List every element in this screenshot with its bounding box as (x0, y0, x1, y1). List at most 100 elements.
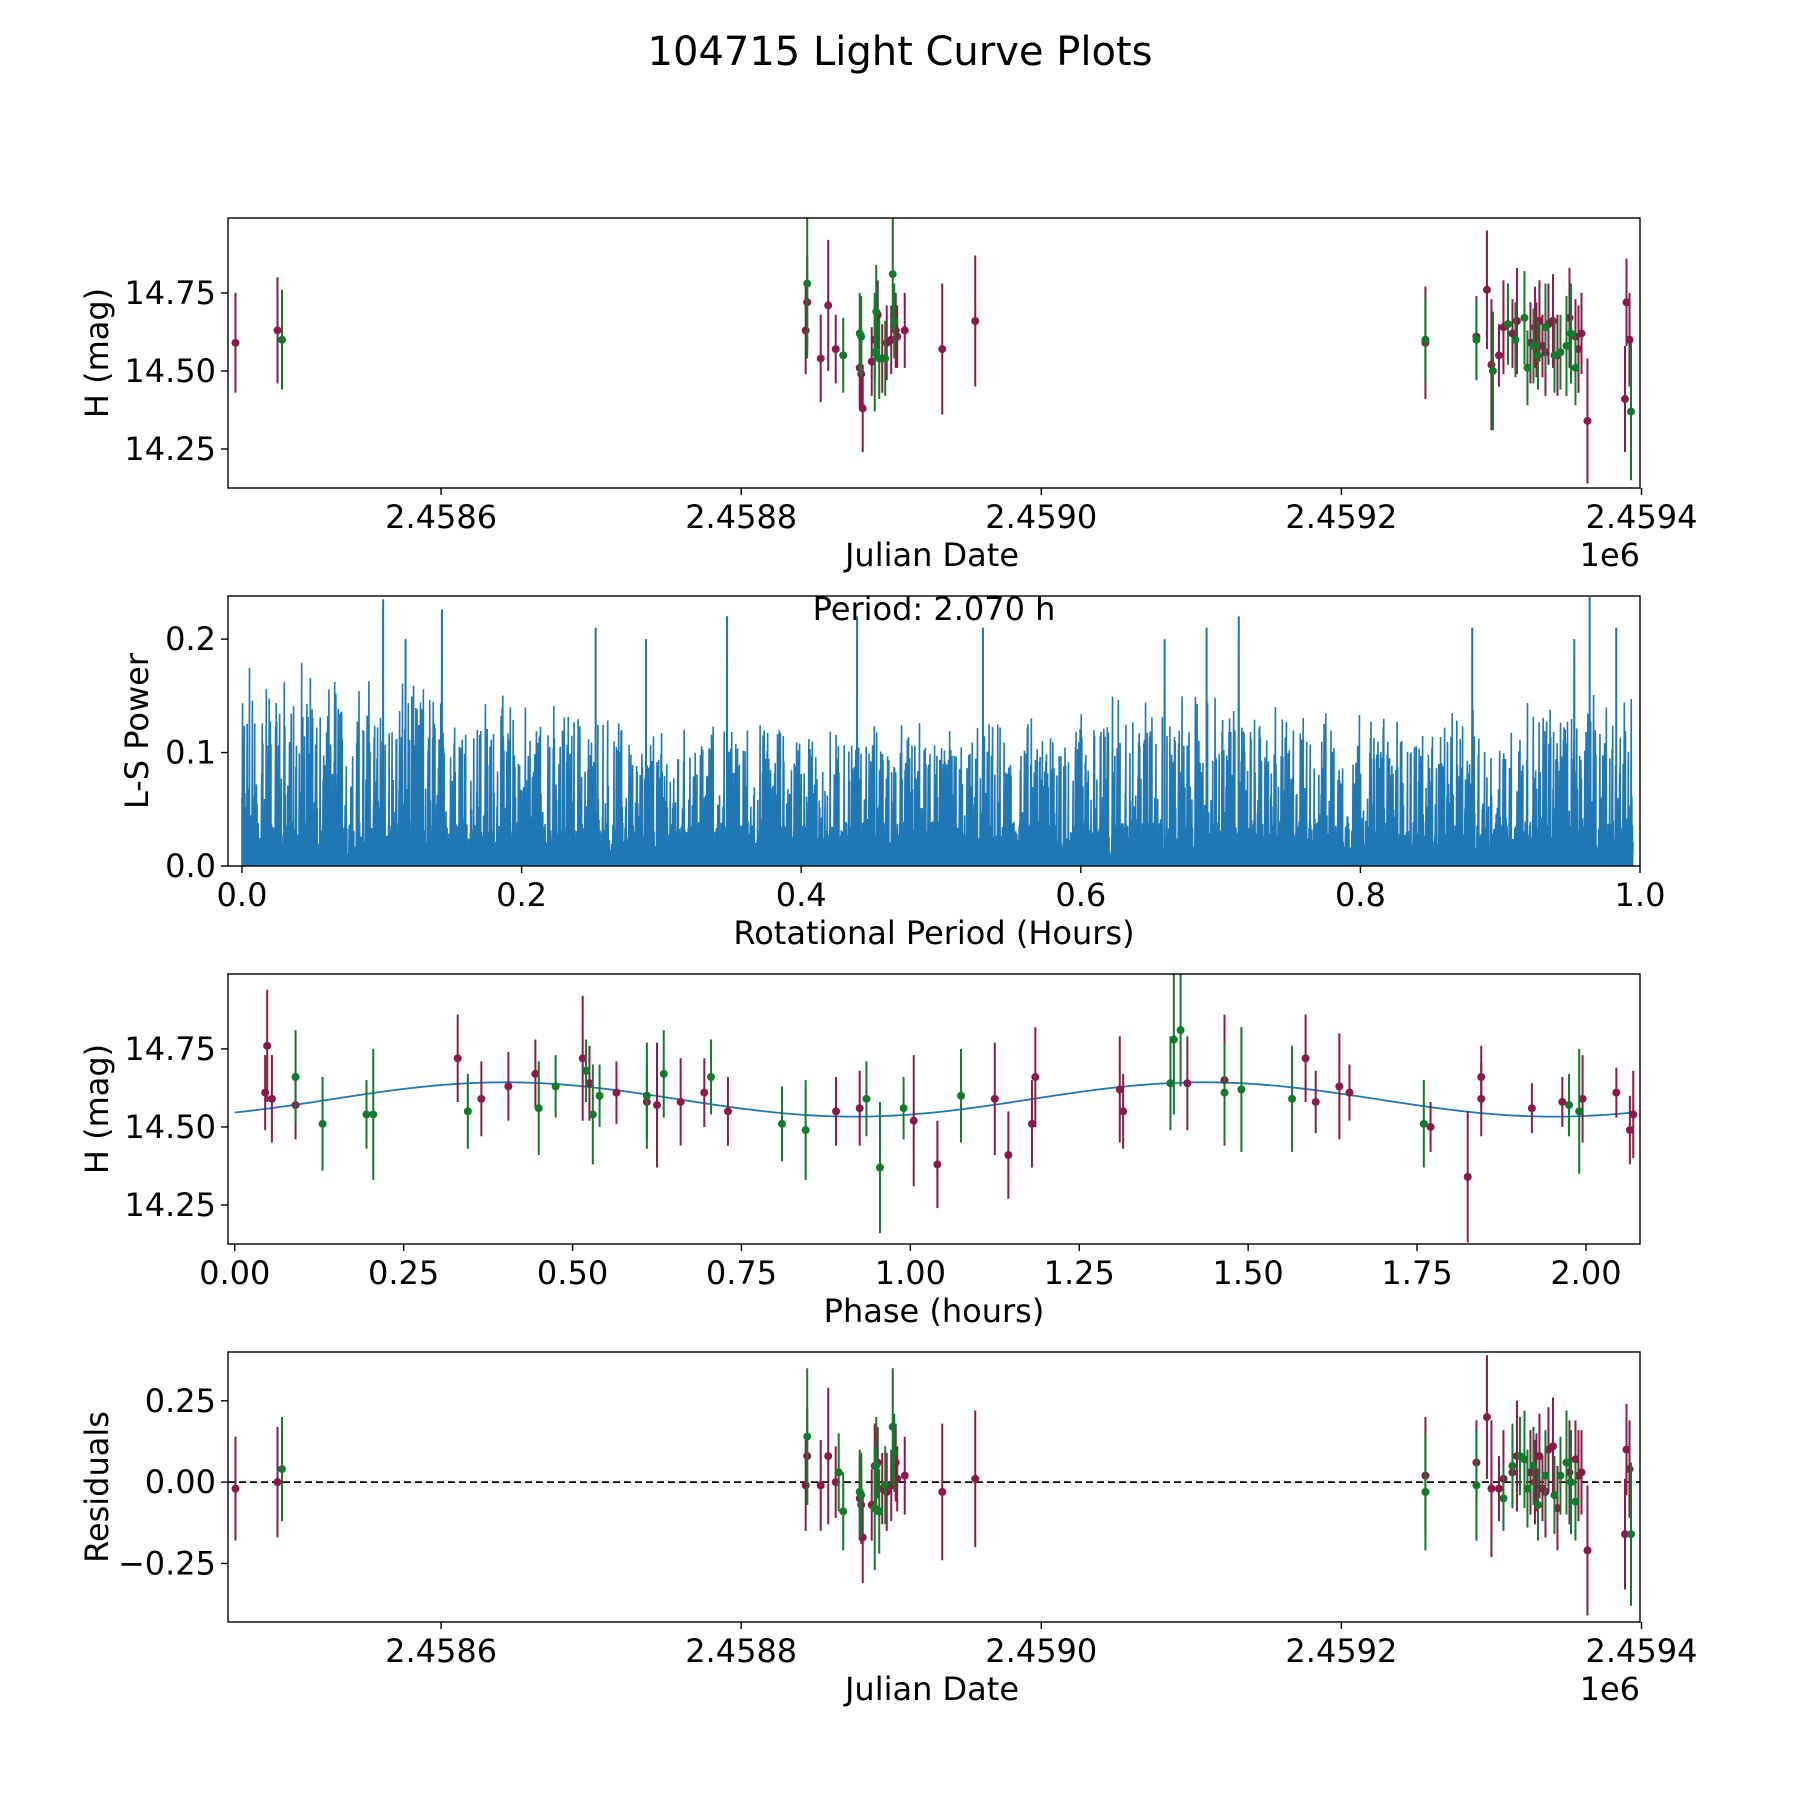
data-point (858, 1533, 867, 1542)
figure-title: 104715 Light Curve Plots (648, 29, 1153, 75)
data-point (888, 270, 897, 279)
data-point (1311, 1097, 1320, 1106)
data-point (890, 1448, 899, 1457)
data-point (1335, 1082, 1344, 1091)
x-tick-label: 0.8 (1335, 876, 1386, 914)
data-point (1169, 1035, 1178, 1044)
data-point (867, 357, 876, 366)
x-tick-label: 0.6 (1055, 876, 1106, 914)
data-point (1625, 335, 1634, 344)
data-point (273, 326, 282, 335)
data-point (801, 1126, 810, 1135)
data-point (971, 317, 980, 326)
x-tick-label: 1.00 (875, 1254, 946, 1292)
data-point (1512, 317, 1521, 326)
data-point (1533, 351, 1542, 360)
data-point (551, 1082, 560, 1091)
x-axis-label: Phase (hours) (824, 1292, 1045, 1330)
data-point (1578, 1094, 1587, 1103)
data-point (267, 1094, 276, 1103)
data-point (1541, 323, 1550, 332)
data-point (890, 317, 899, 326)
data-point (1538, 341, 1547, 350)
data-point (578, 1054, 587, 1063)
data-point (1577, 1468, 1586, 1477)
y-tick-label: 0.00 (145, 1463, 216, 1501)
subplot-1: 2.4586 2.4588 2.4590 2.4592 2.4594 14.25 14.50… (78, 217, 1698, 574)
data-point (1508, 1461, 1517, 1470)
data-point (887, 335, 896, 344)
data-point (933, 1160, 942, 1169)
data-point (839, 1507, 848, 1516)
data-point (875, 1507, 884, 1516)
data-point (1577, 329, 1586, 338)
y-tick-label: 14.75 (124, 1030, 216, 1068)
data-point (723, 1107, 732, 1116)
data-point (273, 1478, 282, 1487)
data-point (1622, 1445, 1631, 1454)
subplot-4: 2.4586 2.4588 2.4590 2.4592 2.4594 −0.25 0.00 0… (78, 1351, 1698, 1708)
data-point (1565, 1101, 1574, 1110)
x-tick-label: 0.2 (496, 876, 547, 914)
x-axis-label: Rotational Period (Hours) (733, 914, 1134, 952)
data-point (831, 1478, 840, 1487)
data-point (858, 404, 867, 413)
data-point (1220, 1088, 1229, 1097)
data-point (1499, 1494, 1508, 1503)
data-point (1625, 1126, 1634, 1135)
period-annotation: Period: 2.070 h (813, 590, 1056, 628)
data-point (875, 354, 884, 363)
data-point (612, 1088, 621, 1097)
x-tick-label: 2.4594 (1586, 1632, 1698, 1670)
x-tick-label: 2.00 (1550, 1254, 1621, 1292)
data-point (1166, 1079, 1175, 1088)
data-point (900, 1471, 909, 1480)
data-point (881, 354, 890, 363)
data-point (1183, 1079, 1192, 1088)
data-point (653, 1101, 662, 1110)
data-point (659, 1069, 668, 1078)
x-tick-label: 2.4586 (385, 1632, 497, 1670)
data-point (834, 1468, 843, 1477)
plot-area (228, 1355, 1640, 1616)
data-point (1626, 407, 1635, 416)
x-axis-label: Julian Date (843, 1670, 1019, 1708)
data-point (957, 1091, 966, 1100)
data-point (816, 1481, 825, 1490)
data-point (1571, 363, 1580, 372)
data-point (504, 1082, 513, 1091)
data-point (1571, 1455, 1580, 1464)
x-tick-label: 2.4594 (1586, 498, 1698, 536)
data-point (263, 1041, 272, 1050)
data-point (1612, 1088, 1621, 1097)
data-point (855, 1104, 864, 1113)
data-point (1494, 351, 1503, 360)
data-point (839, 351, 848, 360)
axes-frame (227, 595, 1641, 867)
data-point (534, 1104, 543, 1113)
data-point (1237, 1085, 1246, 1094)
data-point (1503, 320, 1512, 329)
data-point (1487, 1484, 1496, 1493)
data-point (872, 307, 881, 316)
data-point (1523, 1484, 1532, 1493)
x-tick-label: 1.25 (1044, 1254, 1115, 1292)
data-point (1288, 1094, 1297, 1103)
x-tick-label: 0.50 (537, 1254, 608, 1292)
data-point (707, 1073, 716, 1082)
x-tick-label: 2.4592 (1285, 1632, 1397, 1670)
data-point (1548, 317, 1557, 326)
data-point (990, 1094, 999, 1103)
data-point (1556, 1471, 1565, 1480)
x-tick-label: 0.00 (199, 1254, 270, 1292)
y-tick-label: 0.2 (165, 620, 216, 658)
data-point (1526, 1468, 1535, 1477)
data-point (857, 1491, 866, 1500)
data-point (1529, 341, 1538, 350)
data-point (1575, 1107, 1584, 1116)
y-tick-label: 14.50 (124, 1108, 216, 1146)
data-point (1463, 1172, 1472, 1181)
y-axis-label: H (mag) (78, 1044, 116, 1174)
data-point (1472, 335, 1481, 344)
data-point (900, 326, 909, 335)
